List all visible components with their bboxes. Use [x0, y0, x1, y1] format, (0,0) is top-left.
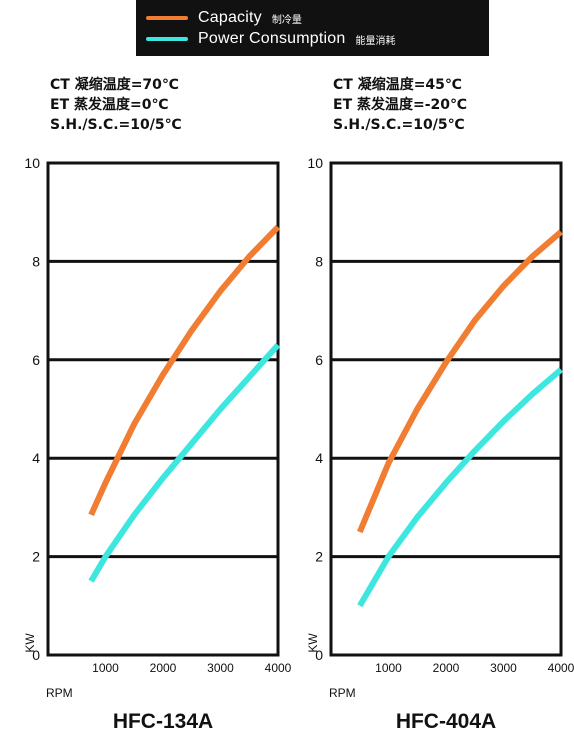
y-tick-label: 6 [32, 352, 40, 368]
series-line-capacity [357, 229, 563, 534]
legend: Capacity 制冷量 Power Consumption 能量消耗 [136, 0, 489, 56]
x-tick-label: 3000 [207, 661, 234, 675]
y-axis-label: KW [306, 633, 320, 653]
legend-item-power: Power Consumption 能量消耗 [146, 29, 395, 49]
plot-frame [46, 161, 280, 657]
x-tick-label: 2000 [150, 661, 177, 675]
x-tick-label: 1000 [92, 661, 119, 675]
y-tick-label: 2 [315, 549, 323, 565]
condition-line: CT 凝缩温度=45℃ [333, 77, 462, 93]
y-tick-label: 10 [307, 155, 323, 171]
legend-label-capacity-cn: 制冷量 [271, 14, 302, 26]
condition-line: CT 凝缩温度=70℃ [50, 77, 179, 93]
x-tick-label: 4000 [548, 661, 574, 675]
chart-title: HFC-404A [396, 710, 496, 733]
y-tick-label: 0 [32, 647, 40, 663]
x-axis-label: RPM [329, 686, 356, 700]
condition-line: ET 蒸发温度=-20℃ [333, 97, 467, 113]
plot-frame [329, 161, 563, 657]
x-axis-label: RPM [46, 686, 73, 700]
x-tick-label: 2000 [433, 661, 460, 675]
y-tick-label: 4 [32, 450, 40, 466]
y-tick-label: 4 [315, 450, 323, 466]
legend-swatch-power [146, 37, 188, 41]
y-axis-label: KW [23, 633, 37, 653]
legend-item-capacity: Capacity 制冷量 [146, 8, 302, 28]
condition-line: S.H./S.C.=10/5℃ [50, 117, 182, 133]
y-tick-label: 0 [315, 647, 323, 663]
y-tick-label: 8 [315, 253, 323, 269]
y-tick-label: 6 [315, 352, 323, 368]
y-tick-label: 8 [32, 253, 40, 269]
chart-right: 0 2 4 6 8 10 1000 2000 3000 4000 RPM KW HFC-404A [306, 155, 574, 733]
conditions-left: CT 凝缩温度=70℃ ET 蒸发温度=0℃ S.H./S.C.=10/5℃ [50, 75, 182, 135]
chart-left: 0 2 4 6 8 10 1000 2000 3000 4000 RPM KW HFC-134A [23, 155, 292, 733]
legend-swatch-capacity [146, 16, 188, 20]
series-line-power-consumption [88, 342, 281, 583]
x-tick-label: 4000 [265, 661, 292, 675]
series-line-power-consumption [357, 367, 563, 608]
condition-line: ET 蒸发温度=0℃ [50, 97, 169, 113]
legend-label-capacity: Capacity [198, 9, 262, 26]
legend-label-power: Power Consumption [198, 30, 346, 47]
series-line-capacity [88, 224, 281, 517]
chart-title: HFC-134A [113, 710, 213, 733]
legend-label-power-cn: 能量消耗 [355, 35, 396, 47]
y-tick-label: 10 [24, 155, 40, 171]
x-tick-label: 3000 [490, 661, 517, 675]
x-tick-label: 1000 [375, 661, 402, 675]
conditions-right: CT 凝缩温度=45℃ ET 蒸发温度=-20℃ S.H./S.C.=10/5℃ [333, 75, 467, 135]
condition-line: S.H./S.C.=10/5℃ [333, 117, 465, 133]
y-tick-label: 2 [32, 549, 40, 565]
